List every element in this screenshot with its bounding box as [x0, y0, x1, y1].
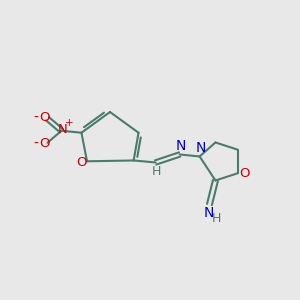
- Text: -: -: [33, 111, 38, 125]
- Text: +: +: [65, 118, 74, 128]
- Text: N: N: [196, 142, 206, 155]
- Text: O: O: [240, 167, 250, 180]
- Text: H: H: [212, 212, 221, 225]
- Text: O: O: [39, 111, 50, 124]
- Text: O: O: [76, 156, 86, 169]
- Text: N: N: [176, 140, 186, 154]
- Text: N: N: [58, 123, 67, 136]
- Text: -: -: [33, 137, 38, 151]
- Text: N: N: [203, 206, 214, 220]
- Text: H: H: [152, 165, 161, 178]
- Text: O: O: [39, 137, 50, 150]
